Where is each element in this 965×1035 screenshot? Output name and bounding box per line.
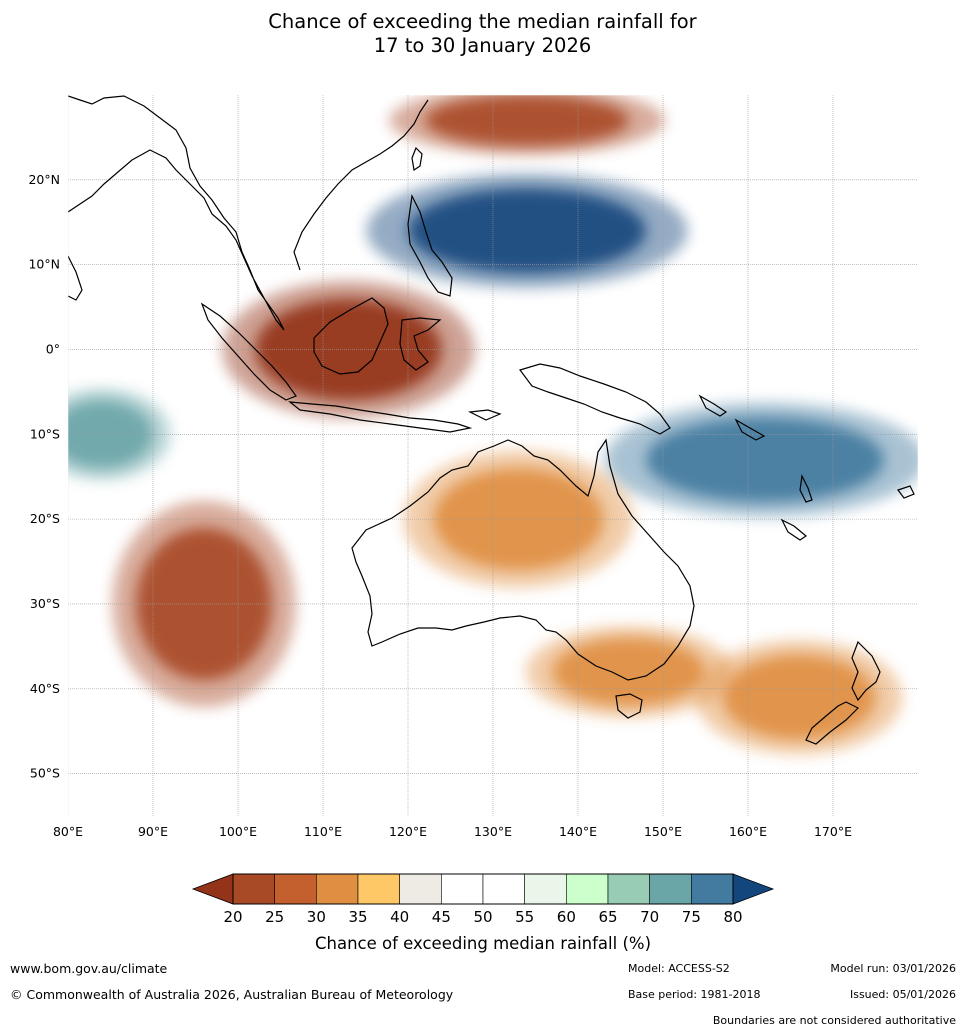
colorbar-title: Chance of exceeding median rainfall (%) [315, 934, 651, 953]
colorbar-level-label: 75 [682, 908, 701, 926]
colorbar-labels: 20 25 30 35 40 45 50 55 60 65 70 75 80 [223, 908, 742, 926]
colorbar-level-label: 80 [723, 908, 742, 926]
philippines-coastline [407, 194, 453, 297]
anomaly-region [389, 95, 665, 155]
sumatra-coastline [200, 302, 297, 401]
colorbar-segment [649, 873, 692, 905]
footer-copyright: © Commonwealth of Australia 2026, Austra… [10, 987, 454, 1002]
colorbar-level-label: 20 [223, 908, 242, 926]
colorbar-segment [274, 873, 317, 905]
map-title: Chance of exceeding the median rainfall … [0, 10, 965, 58]
colorbar-level-label: 60 [557, 908, 576, 926]
graticule [68, 95, 918, 816]
lat-tick-label: 10°N [28, 257, 60, 272]
india-coastline [68, 255, 83, 301]
footer-model-run: Model run: 03/01/2026 [830, 962, 956, 975]
timor-coastline [467, 409, 502, 421]
map-panel [67, 94, 919, 817]
footer-url[interactable]: www.bom.gov.au/climate [10, 961, 168, 976]
coastlines [68, 95, 915, 745]
lat-tick-label: 20°S [30, 511, 60, 526]
vanuatu-coastline [799, 474, 813, 503]
map-title-line1: Chance of exceeding the median rainfall … [268, 10, 697, 33]
colorbar-level-label: 55 [515, 908, 534, 926]
anomaly-core [646, 417, 884, 503]
rainfall-anomaly-layer [68, 95, 918, 755]
colorbar-extend-high [732, 873, 775, 905]
lat-tick-label: 30°S [30, 596, 60, 611]
anomaly-core [722, 654, 876, 740]
lon-tick-label: 100°E [219, 824, 257, 839]
colorbar-segments [191, 873, 775, 905]
footer-base-period: Base period: 1981-2018 [628, 988, 761, 1001]
lon-tick-label: 170°E [814, 824, 852, 839]
lon-tick-label: 130°E [474, 824, 512, 839]
colorbar-level-label: 45 [432, 908, 451, 926]
colorbar-segment [399, 873, 442, 905]
new-caledonia-coastline [780, 518, 808, 541]
lon-tick-label: 160°E [729, 824, 767, 839]
colorbar-segment [316, 873, 359, 905]
fiji-coastline [897, 485, 915, 499]
lat-tick-label: 40°S [30, 681, 60, 696]
map-frame [67, 94, 919, 817]
colorbar-segment [232, 873, 275, 905]
lon-tick-label: 140°E [559, 824, 597, 839]
asia-coastline [68, 95, 285, 331]
lat-tick-label: 20°N [28, 172, 60, 187]
colorbar-segment [607, 873, 650, 905]
taiwan-coastline [411, 146, 423, 172]
axis-tick-labels: 80°E 90°E 100°E 110°E 120°E 130°E 140°E … [28, 172, 852, 839]
colorbar-segment [691, 873, 734, 905]
lat-tick-label: 0° [46, 341, 60, 356]
colorbar-level-label: 25 [265, 908, 284, 926]
anomaly-core [408, 188, 646, 274]
indochina-coastline [293, 99, 429, 271]
lon-tick-label: 120°E [389, 824, 427, 839]
lat-tick-label: 50°S [30, 766, 60, 781]
anomaly-region [604, 402, 918, 517]
lat-tick-label: 10°S [30, 426, 60, 441]
lon-tick-label: 150°E [644, 824, 682, 839]
new-zealand-coastline [805, 640, 881, 745]
colorbar-level-label: 30 [307, 908, 326, 926]
australia-coastline [351, 438, 695, 681]
tasmania-coastline [615, 693, 643, 719]
map-title-line2: 17 to 30 January 2026 [373, 34, 592, 57]
colorbar-level-label: 50 [473, 908, 492, 926]
colorbar-level-label: 65 [598, 908, 617, 926]
colorbar-segment [482, 873, 525, 905]
colorbar: 20 25 30 35 40 45 50 55 60 65 70 75 80 C… [191, 873, 775, 953]
footer-issued: Issued: 05/01/2026 [849, 988, 956, 1001]
colorbar-level-label: 70 [640, 908, 659, 926]
lon-tick-label: 110°E [304, 824, 342, 839]
anomaly-core [425, 95, 629, 146]
sulawesi-coastline [399, 317, 442, 371]
colorbar-segment [566, 873, 609, 905]
footer-disclaimer: Boundaries are not considered authoritat… [712, 1014, 956, 1027]
colorbar-level-label: 35 [348, 908, 367, 926]
java-coastline [288, 401, 473, 433]
anomaly-region [695, 639, 903, 755]
colorbar-segment [524, 873, 567, 905]
colorbar-segment [441, 873, 484, 905]
colorbar-extend-low [191, 873, 234, 905]
lon-tick-label: 90°E [138, 824, 168, 839]
colorbar-segment [357, 873, 400, 905]
anomaly-region [366, 173, 688, 288]
solomon-islands-coastline [698, 394, 766, 441]
anomaly-core [552, 637, 706, 706]
footer-model: Model: ACCESS-S2 [628, 962, 730, 975]
borneo-coastline [313, 297, 389, 375]
new-guinea-coastline [519, 363, 671, 435]
colorbar-level-label: 40 [390, 908, 409, 926]
colorbar-outline [232, 873, 734, 905]
lon-tick-label: 80°E [53, 824, 83, 839]
